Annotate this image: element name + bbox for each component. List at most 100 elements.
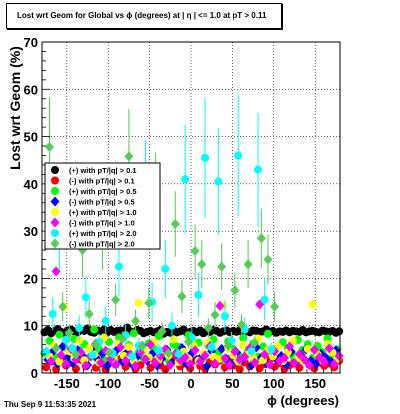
data-point: [181, 175, 190, 184]
legend-box: [44, 162, 161, 250]
data-point: [240, 351, 250, 362]
x-tick-label: 50: [225, 376, 239, 391]
data-point: [114, 262, 123, 271]
y-tick-label: 30: [24, 224, 38, 239]
data-point: [334, 350, 344, 361]
data-point: [174, 350, 183, 359]
data-point: [289, 358, 299, 369]
data-point: [150, 358, 160, 369]
data-point: [265, 359, 275, 370]
data-point: [311, 359, 321, 370]
data-point: [46, 356, 56, 367]
data-point: [194, 290, 203, 299]
legend-marker: [51, 187, 59, 195]
data-point: [84, 308, 94, 319]
data-point: [217, 261, 227, 272]
data-point: [48, 309, 57, 318]
data-point: [190, 246, 200, 257]
data-point: [144, 298, 154, 309]
data-point: [288, 336, 297, 345]
data-point: [230, 346, 240, 357]
data-point: [180, 352, 190, 363]
data-point: [294, 349, 304, 360]
data-point: [319, 357, 329, 368]
data-point: [202, 361, 212, 372]
axis-ticks: 0 10 20 30 40 50 60 70 -150 -100 -50 0 50 100 150: [24, 35, 341, 391]
data-point: [235, 365, 244, 374]
data-point: [234, 151, 243, 160]
data-point: [323, 334, 332, 343]
data-point: [68, 344, 77, 353]
data-marks: [40, 94, 344, 374]
data-point: [200, 350, 210, 361]
data-point: [131, 315, 141, 326]
legend-label: (+) with pT/|q| > 0.5: [69, 187, 137, 196]
data-point: [51, 266, 61, 277]
data-point: [45, 336, 54, 345]
data-point: [185, 359, 195, 370]
data-point: [71, 354, 81, 365]
x-tick-label: -50: [140, 376, 159, 391]
data-point: [220, 312, 229, 321]
data-point: [111, 359, 121, 370]
data-point: [81, 360, 91, 371]
data-point: [145, 339, 155, 350]
data-point: [96, 357, 106, 368]
data-point: [203, 323, 213, 334]
data-point: [270, 301, 280, 312]
data-point: [309, 344, 319, 355]
data-point: [169, 335, 178, 344]
data-point: [303, 344, 312, 353]
data-point: [250, 357, 260, 368]
data-point: [61, 359, 71, 370]
y-tick-label: 0: [31, 366, 38, 381]
data-point: [131, 360, 141, 371]
legend-label: (-) with pT/|q| > 0.1: [69, 177, 135, 186]
data-point: [88, 351, 97, 360]
data-point: [71, 364, 80, 373]
data-point: [124, 342, 133, 351]
data-point: [184, 336, 194, 347]
data-point: [58, 341, 68, 352]
data-point: [167, 321, 176, 330]
data-point: [170, 219, 180, 230]
data-point: [215, 300, 225, 311]
data-point: [223, 340, 233, 351]
chart-title: Lost wrt Geom for Global vs ϕ (degrees) …: [17, 11, 267, 20]
data-point: [161, 264, 170, 273]
data-point: [250, 337, 260, 348]
data-point: [217, 343, 227, 354]
y-tick-label: 10: [24, 319, 38, 334]
data-point: [55, 357, 64, 366]
data-point: [64, 327, 74, 338]
data-point: [256, 233, 266, 244]
data-point: [190, 345, 200, 356]
y-tick-label: 70: [24, 35, 38, 50]
x-tick-label: 0: [187, 376, 194, 391]
data-point: [146, 363, 155, 372]
data-point: [210, 309, 220, 320]
data-point: [243, 259, 253, 270]
data-point: [81, 293, 90, 302]
data-point: [308, 300, 317, 309]
data-point: [195, 356, 205, 367]
data-point: [254, 165, 263, 174]
data-point: [201, 153, 210, 162]
data-point: [111, 294, 121, 305]
data-point: [129, 329, 138, 338]
data-point: [267, 345, 276, 354]
data-point: [58, 301, 68, 312]
data-point: [314, 352, 324, 363]
data-point: [62, 335, 71, 344]
data-point: [140, 354, 150, 365]
data-point: [177, 291, 187, 302]
data-point: [285, 341, 295, 352]
data-point: [137, 341, 147, 352]
legend-label: (-) with pT/|q| > 1.0: [69, 219, 135, 228]
y-axis-label: Lost wrt Geom (%): [7, 46, 23, 170]
data-point: [324, 343, 334, 354]
y-tick-label: 40: [24, 177, 38, 192]
data-point: [197, 259, 207, 270]
legend-marker: [50, 217, 60, 228]
